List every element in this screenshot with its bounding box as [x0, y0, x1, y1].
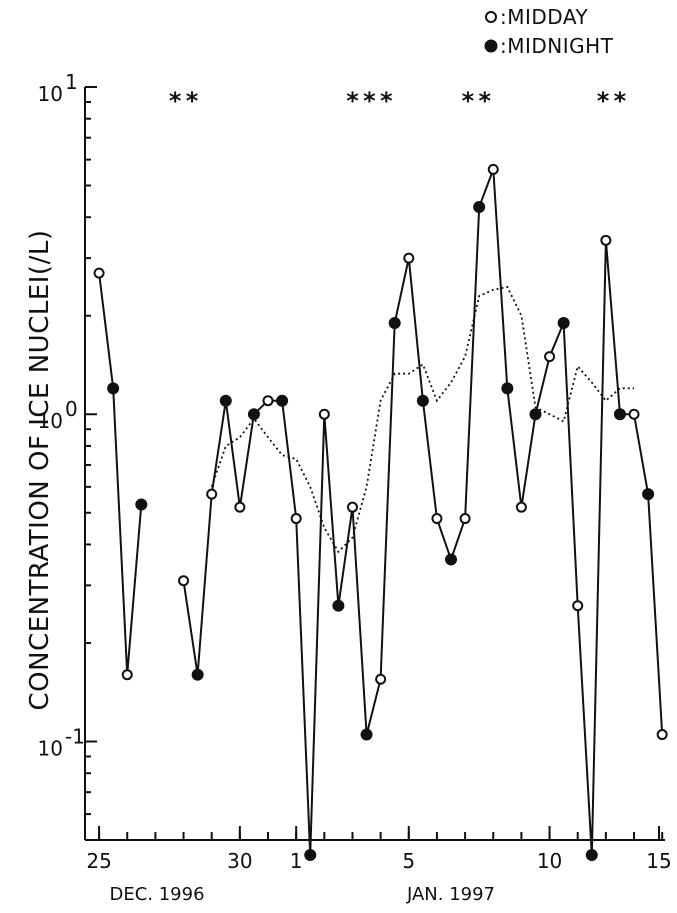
y-tick-label: 10 — [38, 736, 63, 760]
midnight-point — [304, 848, 317, 861]
asterisk-marker: * — [614, 87, 627, 115]
x-tick-label: 5 — [402, 849, 415, 873]
asterisk-marker: * — [363, 87, 376, 115]
midday-point — [93, 267, 105, 279]
midnight-point — [557, 317, 570, 330]
midnight-point — [107, 382, 120, 395]
asterisk-marker: * — [380, 87, 393, 115]
series-line — [98, 272, 143, 675]
y-tick-exponent: 0 — [65, 397, 78, 421]
midnight-point — [473, 200, 486, 213]
legend: :MIDDAY :MIDNIGHT — [484, 5, 614, 58]
midday-point — [121, 669, 133, 681]
midday-point — [262, 395, 274, 407]
y-tick-exponent: 1 — [65, 70, 78, 94]
midday-point — [487, 163, 499, 175]
midnight-point — [247, 408, 260, 421]
midnight-point — [219, 394, 232, 407]
x-tick-label: 30 — [227, 849, 252, 873]
legend-midnight-marker — [484, 39, 498, 53]
midday-point — [234, 501, 246, 513]
series-line — [182, 169, 664, 856]
midnight-point — [585, 848, 598, 861]
midday-point — [515, 501, 527, 513]
midday-point — [431, 513, 443, 525]
midnight-point — [388, 317, 401, 330]
asterisk-marker: * — [462, 87, 475, 115]
midday-point — [375, 673, 387, 685]
running-mean-line — [210, 285, 634, 554]
x-tick-label: 10 — [537, 849, 562, 873]
legend-midday-label: :MIDDAY — [500, 5, 588, 29]
asterisk-marker: * — [479, 87, 492, 115]
midnight-point — [191, 668, 204, 681]
midnight-point — [529, 408, 542, 421]
midnight-point — [501, 382, 514, 395]
x-tick-label: 15 — [646, 849, 671, 873]
date-label-dec-1996: DEC. 1996 — [109, 884, 204, 905]
midday-point — [628, 408, 640, 420]
midday-point — [459, 513, 471, 525]
x-tick-label: 1 — [290, 849, 303, 873]
legend-midday-marker — [485, 11, 497, 23]
y-tick-exponent: -1 — [65, 724, 85, 748]
midnight-point — [416, 394, 429, 407]
midnight-point — [613, 408, 626, 421]
midnight-point — [642, 488, 655, 501]
midday-point — [600, 234, 612, 246]
midday-point — [656, 729, 668, 741]
midnight-point — [445, 553, 458, 566]
asterisk-marker: * — [186, 87, 199, 115]
y-axis-label: CONCENTRATION OF ICE NUCLEI(/L) — [25, 230, 55, 711]
midday-point — [544, 351, 556, 363]
midnight-point — [332, 599, 345, 612]
midday-point — [206, 488, 218, 500]
asterisk-marker: * — [597, 87, 610, 115]
midday-point — [290, 513, 302, 525]
legend-midnight-label: :MIDNIGHT — [500, 34, 614, 58]
midday-point — [318, 408, 330, 420]
y-tick-label: 10 — [38, 82, 63, 106]
midnight-point — [276, 394, 289, 407]
y-tick-label: 10 — [38, 409, 63, 433]
y-axis-title: CONCENTRATION OF ICE NUCLEI(/L) — [25, 230, 55, 711]
midnight-point — [135, 498, 148, 511]
x-tick-label: 25 — [86, 849, 111, 873]
midday-point — [178, 575, 190, 587]
midday-point — [346, 501, 358, 513]
date-label-jan-1997: JAN. 1997 — [406, 884, 495, 905]
asterisk-marker: * — [169, 87, 182, 115]
midday-point — [572, 600, 584, 612]
asterisk-marker: * — [346, 87, 359, 115]
date-labels: DEC. 1996 JAN. 1997 — [109, 884, 495, 905]
midnight-point — [360, 728, 373, 741]
midday-point — [403, 252, 415, 264]
